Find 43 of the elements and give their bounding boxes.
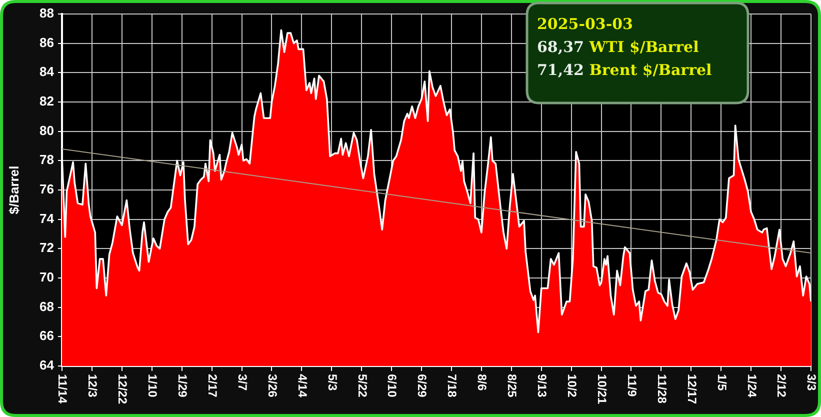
x-tick-label: 2/17 [205, 374, 220, 398]
x-tick-label: 8/6 [475, 374, 490, 392]
y-tick-label: 86 [40, 34, 54, 50]
y-tick-label: 80 [40, 122, 54, 138]
x-tick-label: 1/24 [744, 374, 759, 398]
x-tick-label: 5/22 [355, 374, 370, 398]
x-tick-label: 9/13 [535, 374, 550, 398]
x-tick-label: 12/3 [86, 374, 100, 398]
x-tick-label: 11/14 [56, 374, 70, 404]
y-tick-label: 70 [40, 270, 54, 285]
x-tick-label: 10/2 [565, 374, 580, 398]
y-tick-label: 82 [40, 94, 54, 109]
x-tick-label: 10/21 [594, 374, 609, 404]
x-tick-label: 1/5 [714, 374, 729, 392]
x-tick-label: 11/28 [654, 374, 669, 404]
x-tick-label: 1/10 [146, 374, 160, 398]
y-tick-label: 72 [40, 240, 54, 256]
annotation: 2025-03-03 [537, 14, 633, 33]
x-tick-label: 4/14 [295, 374, 310, 398]
x-tick-label: 6/10 [385, 374, 400, 398]
x-tick-label: 2/12 [774, 374, 789, 398]
y-tick-label: 84 [40, 64, 55, 80]
y-tick-label: 74 [40, 210, 55, 226]
y-axis-title: $/Barrel [6, 166, 22, 214]
x-tick-label: 5/3 [325, 374, 340, 392]
y-tick-label: 68 [40, 298, 54, 314]
x-tick-label: 3/26 [265, 374, 280, 398]
x-tick-label: 3/3 [804, 374, 819, 392]
y-tick-label: 78 [40, 152, 54, 168]
y-tick-label: 76 [40, 182, 54, 197]
x-tick-label: 12/17 [684, 374, 699, 404]
x-tick-label: 11/9 [624, 374, 639, 398]
y-tick-label: 64 [40, 358, 55, 373]
x-tick-label: 7/18 [445, 374, 460, 398]
x-tick-label: 3/7 [235, 374, 250, 392]
x-tick-label: 8/25 [505, 374, 520, 398]
annotation: 68,37 WTI $/Barrel [537, 38, 700, 56]
y-tick-label: 66 [40, 328, 54, 344]
x-tick-label: 1/29 [176, 374, 190, 398]
x-tick-label: 6/29 [415, 374, 430, 398]
x-tick-label: 12/22 [116, 374, 130, 404]
annotation: 71,42 Brent $/Barrel [537, 60, 712, 79]
y-tick-label: 88 [40, 6, 54, 21]
